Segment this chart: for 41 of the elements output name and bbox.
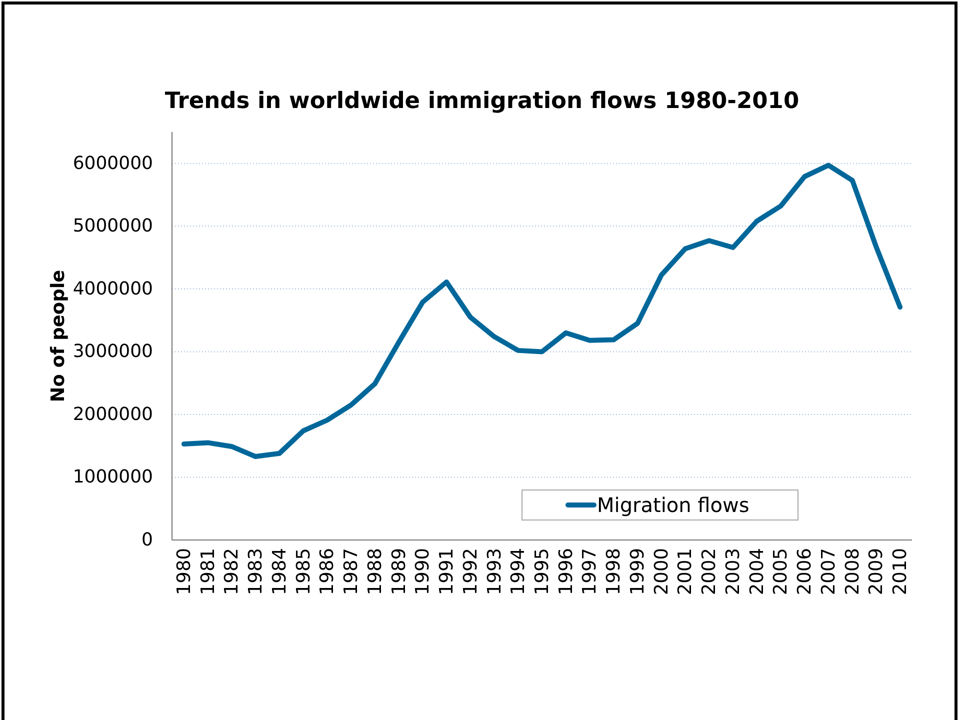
y-tick-label: 5000000 (72, 216, 153, 237)
x-tick-label: 1998 (603, 548, 624, 596)
x-tick-label: 1981 (197, 548, 218, 596)
y-tick-label: 4000000 (72, 278, 153, 300)
y-axis-title: No of people (48, 270, 68, 402)
y-tick-label: 2000000 (72, 404, 153, 425)
x-tick-label: 2001 (674, 548, 696, 596)
y-tick-label: 0 (142, 530, 153, 550)
x-tick-label: 2010 (890, 548, 911, 596)
x-tick-label: 1994 (508, 548, 529, 596)
x-tick-label: 2000 (650, 548, 672, 596)
x-tick-label: 2004 (746, 548, 768, 596)
x-tick-label: 2002 (698, 548, 720, 596)
chart-title: Trends in worldwide immigration flows 1980-2010 (164, 88, 800, 114)
x-tick-label: 1980 (173, 548, 194, 596)
x-tick-label: 1992 (460, 548, 481, 596)
y-tick-label: 1000000 (72, 466, 153, 488)
x-tick-label: 1989 (388, 548, 410, 596)
x-tick-label: 1990 (412, 548, 434, 596)
x-tick-label: 1986 (316, 548, 338, 596)
legend-label: Migration flows (597, 493, 750, 517)
x-tick-label: 1987 (340, 548, 362, 596)
x-tick-label: 2006 (794, 548, 816, 596)
x-tick-label: 2003 (722, 548, 744, 596)
x-tick-label: 1985 (292, 548, 314, 596)
x-tick-label: 1997 (579, 548, 600, 596)
x-tick-label: 1982 (221, 548, 242, 596)
x-tick-label: 1988 (364, 548, 386, 596)
x-tick-label: 1993 (484, 548, 505, 596)
y-tick-label: 3000000 (72, 341, 153, 362)
x-tick-label: 2009 (866, 548, 887, 596)
x-tick-label: 1984 (268, 548, 290, 596)
x-tick-label: 1995 (532, 548, 552, 596)
x-tick-label: 1999 (626, 548, 648, 596)
x-tick-label: 2005 (770, 548, 792, 596)
x-tick-label: 1983 (245, 548, 266, 596)
x-tick-label: 1991 (436, 548, 458, 596)
x-tick-label: 2007 (818, 548, 839, 596)
y-tick-label: 6000000 (72, 152, 153, 174)
x-tick-label: 1996 (555, 548, 576, 596)
x-tick-label: 2008 (842, 548, 863, 596)
